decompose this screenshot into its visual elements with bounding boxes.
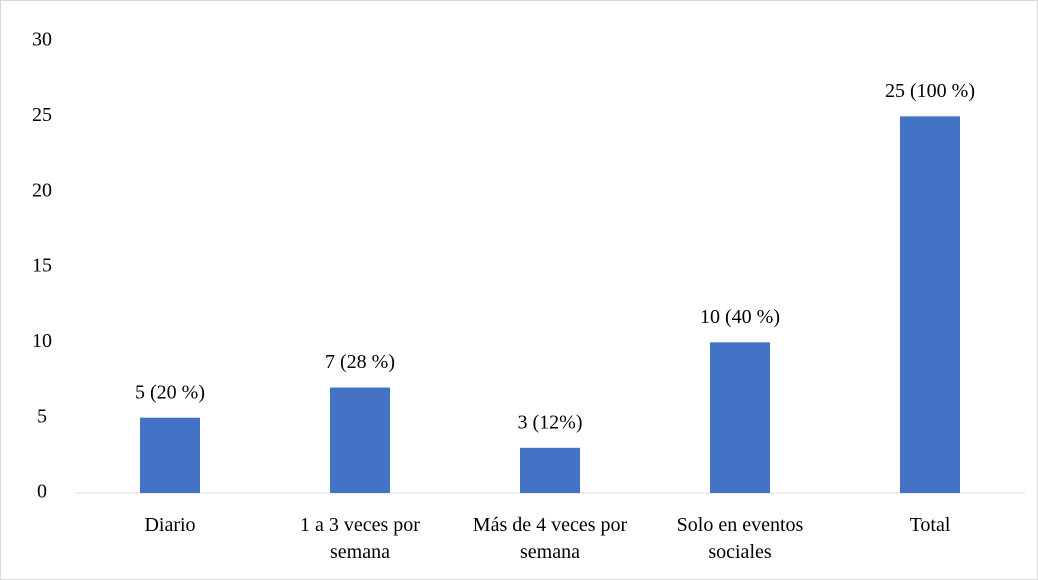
data-label: 25 (100 %) bbox=[885, 80, 975, 102]
bar bbox=[330, 387, 390, 493]
y-tick-label: 20 bbox=[32, 179, 52, 201]
bar bbox=[900, 116, 960, 493]
x-tick-label: Solo en eventos sociales bbox=[676, 514, 804, 563]
y-tick-label: 5 bbox=[37, 405, 47, 427]
y-tick-label: 15 bbox=[32, 255, 52, 277]
x-tick-label: Más de 4 veces por semana bbox=[472, 514, 628, 563]
y-tick-label: 30 bbox=[32, 29, 52, 51]
x-tick-label: Diario bbox=[144, 514, 196, 536]
data-label: 10 (40 %) bbox=[700, 306, 780, 328]
bar bbox=[710, 342, 770, 493]
data-label: 3 (12%) bbox=[518, 411, 583, 433]
x-tick-label: 1 a 3 veces por semana bbox=[300, 514, 420, 563]
bar bbox=[140, 417, 200, 493]
y-tick-label: 10 bbox=[32, 330, 52, 352]
bar bbox=[520, 447, 580, 493]
data-label: 5 (20 %) bbox=[135, 381, 205, 403]
x-tick-label: Total bbox=[909, 514, 951, 536]
y-tick-label: 0 bbox=[37, 481, 47, 503]
y-tick-label: 25 bbox=[32, 104, 52, 126]
data-label: 7 (28 %) bbox=[325, 351, 395, 373]
